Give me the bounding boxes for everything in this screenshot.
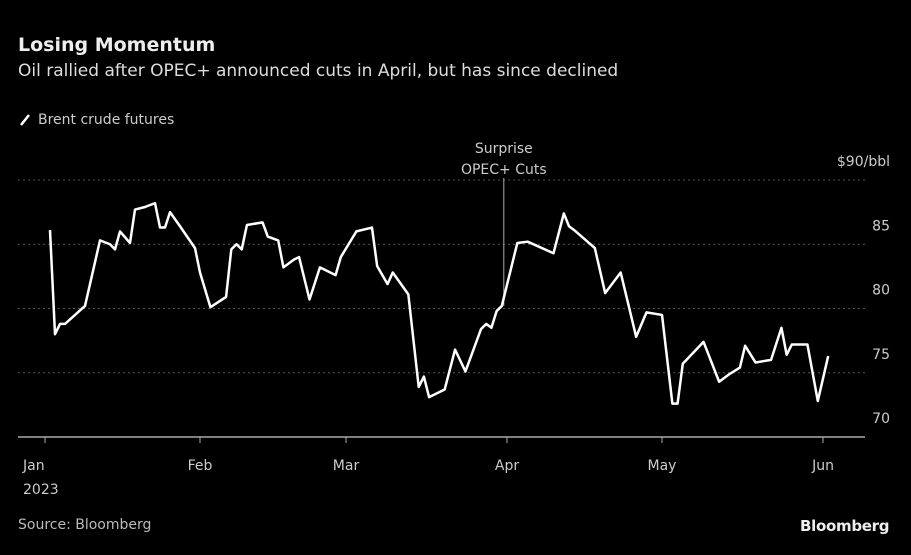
x-tick-label: Apr <box>495 458 519 474</box>
x-tick-label: Jan <box>22 458 45 474</box>
x-tick-sublabel: 2023 <box>23 482 59 498</box>
y-tick-label: 70 <box>872 411 890 427</box>
x-tick-label: May <box>648 458 677 474</box>
annotation-text: OPEC+ Cuts <box>461 162 547 178</box>
series-line <box>48 201 830 405</box>
source-note: Source: Bloomberg <box>18 517 152 533</box>
x-tick-label: Mar <box>333 458 360 474</box>
annotation-text: Surprise <box>475 141 533 157</box>
bloomberg-logo: Bloomberg <box>800 517 890 535</box>
y-tick-label: $90/bbl <box>837 154 890 170</box>
x-axis: Jan 2023 Feb Mar Apr May Jun <box>18 436 865 498</box>
legend-line-icon <box>20 114 30 126</box>
chart-title: Losing Momentum <box>18 34 216 56</box>
x-tick-label: Feb <box>188 458 213 474</box>
y-tick-label: 75 <box>872 347 890 363</box>
chart-subtitle: Oil rallied after OPEC+ announced cuts i… <box>18 61 619 81</box>
y-tick-label: 80 <box>872 283 890 299</box>
y-tick-label: 85 <box>872 218 890 234</box>
annotation: Surprise OPEC+ Cuts <box>461 141 547 306</box>
legend: Brent crude futures <box>20 112 174 128</box>
x-tick-label: Jun <box>811 458 834 474</box>
legend-label: Brent crude futures <box>38 112 175 128</box>
series-brent <box>48 201 830 405</box>
y-axis-labels: $90/bbl 85 80 75 70 <box>837 154 890 427</box>
gridlines <box>18 179 865 374</box>
